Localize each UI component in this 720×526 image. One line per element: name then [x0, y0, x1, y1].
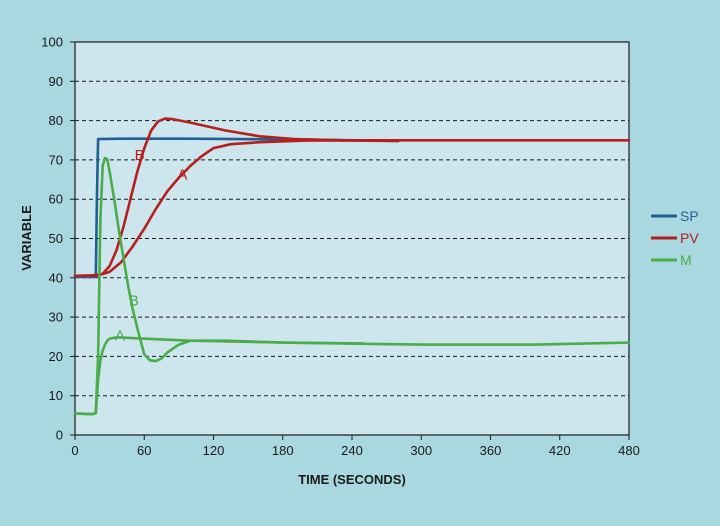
- y-tick-label: 80: [49, 113, 63, 128]
- y-tick-label: 40: [49, 270, 63, 285]
- x-axis-ticks: 0 60 120 180 240 300 360 420 480: [71, 435, 640, 458]
- curve-labels: B A B A: [115, 147, 187, 345]
- y-tick-label: 100: [41, 35, 63, 50]
- curve-label-m-b: B: [129, 292, 139, 309]
- x-tick-label: 420: [549, 443, 571, 458]
- y-tick-label: 10: [49, 388, 63, 403]
- x-tick-label: 0: [71, 443, 78, 458]
- y-tick-label: 0: [56, 428, 63, 443]
- y-tick-label: 30: [49, 310, 63, 325]
- y-tick-label: 70: [49, 152, 63, 167]
- series-line-m-b: [73, 156, 365, 416]
- curve-label-pv-a: A: [177, 167, 187, 184]
- series-line-m-a: [73, 336, 631, 416]
- y-tick-label: 90: [49, 74, 63, 89]
- x-tick-label: 60: [137, 443, 151, 458]
- curve-label-pv-b: B: [135, 147, 145, 164]
- y-tick-label: 60: [49, 192, 63, 207]
- x-tick-label: 300: [410, 443, 432, 458]
- y-axis-ticks: 0 10 20 30 40 50 60 70 80 90 100: [41, 35, 75, 443]
- x-tick-label: 240: [341, 443, 363, 458]
- y-axis-label: VARIABLE: [19, 205, 34, 271]
- legend-label-m: M: [680, 252, 692, 268]
- x-axis-label: TIME (SECONDS): [298, 472, 406, 487]
- x-tick-label: 480: [618, 443, 640, 458]
- series-line-pv-b: [73, 117, 400, 278]
- x-tick-label: 120: [203, 443, 225, 458]
- legend: SP PV M: [651, 208, 699, 268]
- x-tick-label: 180: [272, 443, 294, 458]
- legend-label-pv: PV: [680, 230, 699, 246]
- curve-label-m-a: A: [115, 328, 125, 345]
- series-line-pv-a: [73, 139, 631, 278]
- y-tick-label: 50: [49, 231, 63, 246]
- series-lines: [73, 117, 631, 416]
- y-tick-label: 20: [49, 349, 63, 364]
- x-tick-label: 360: [480, 443, 502, 458]
- grid-lines: [75, 80, 629, 397]
- legend-label-sp: SP: [680, 208, 699, 224]
